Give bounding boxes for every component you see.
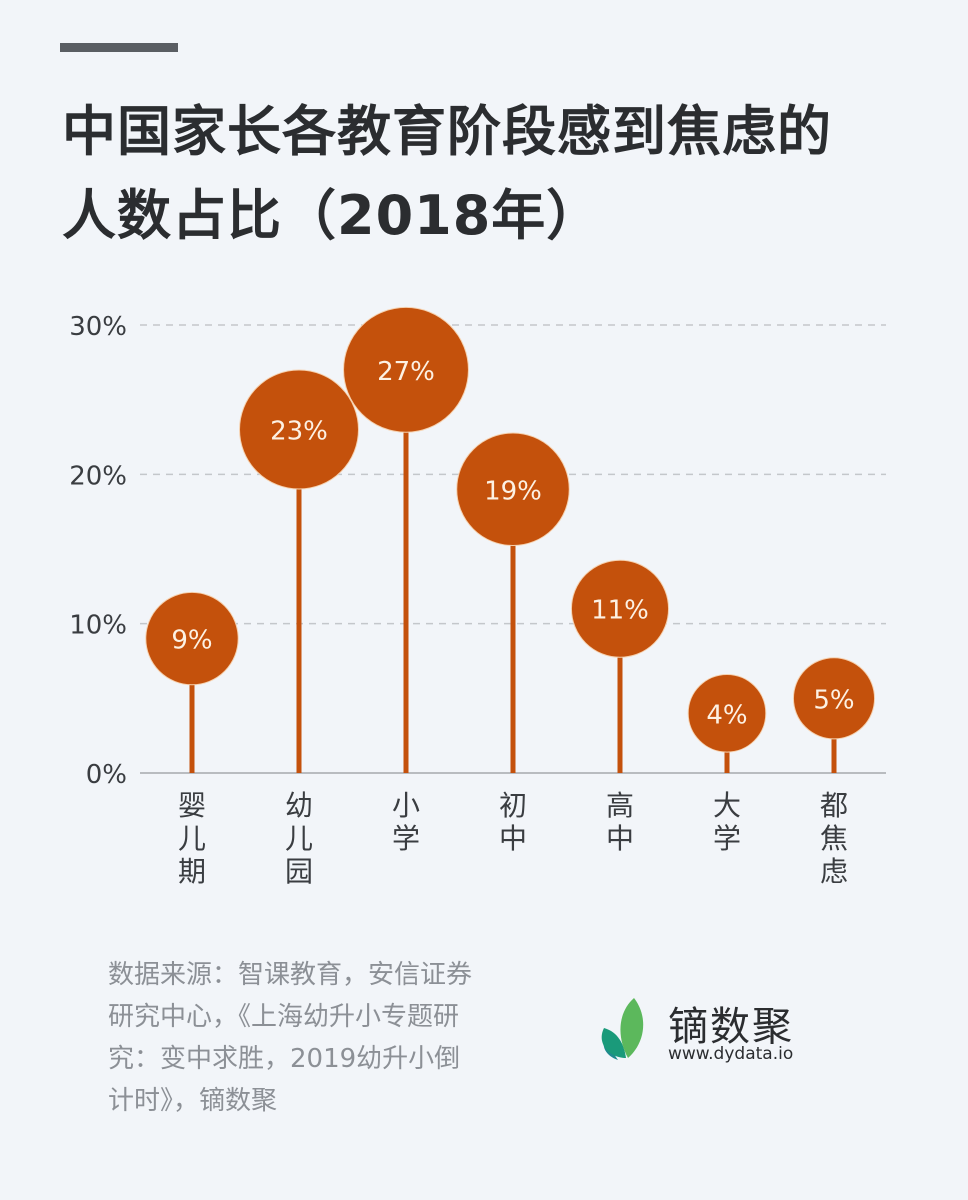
svg-text:婴: 婴 bbox=[178, 789, 206, 822]
logo-brand-name: 镝数聚 bbox=[668, 1004, 794, 1050]
lollipop-bubble bbox=[456, 432, 570, 547]
title-line-1: 中国家长各教育阶段感到焦虑的 bbox=[62, 100, 832, 163]
value-label: 5% bbox=[813, 685, 854, 715]
svg-text:幼: 幼 bbox=[285, 789, 313, 822]
title-line-2: 人数占比（2018年） bbox=[62, 184, 602, 247]
svg-text:园: 园 bbox=[285, 855, 313, 888]
svg-text:学: 学 bbox=[713, 822, 741, 855]
lollipops: 9% 23% 27% 19% 11% 4% 5% bbox=[145, 306, 876, 773]
lollipop-bubble bbox=[239, 369, 359, 490]
lollipop-1: 23% bbox=[239, 369, 359, 773]
lollipop-bubble bbox=[570, 559, 670, 658]
y-tick-label: 20% bbox=[69, 461, 127, 491]
svg-text:中: 中 bbox=[606, 822, 634, 855]
svg-text:大: 大 bbox=[713, 789, 741, 822]
lollipop-5: 4% bbox=[687, 673, 767, 773]
svg-text:学: 学 bbox=[392, 822, 420, 855]
svg-text:高: 高 bbox=[606, 789, 634, 822]
value-label: 11% bbox=[591, 596, 649, 626]
lollipop-2: 27% bbox=[343, 306, 469, 773]
value-label: 9% bbox=[171, 626, 212, 656]
source-line-3: 究：变中求胜，2019幼升小倒 bbox=[108, 1044, 461, 1074]
source-line-4: 计时》，镝数聚 bbox=[108, 1086, 278, 1116]
value-label: 4% bbox=[706, 700, 747, 730]
lollipop-3: 19% bbox=[456, 432, 570, 773]
lollipop-4: 11% bbox=[570, 559, 670, 773]
chart-title: 中国家长各教育阶段感到焦虑的 人数占比（2018年） bbox=[62, 90, 922, 258]
svg-text:期: 期 bbox=[178, 855, 206, 888]
svg-text:中: 中 bbox=[499, 822, 527, 855]
lollipop-bubble bbox=[687, 673, 767, 753]
svg-text:都: 都 bbox=[820, 789, 848, 822]
value-label: 19% bbox=[484, 476, 542, 506]
x-category-label: 婴儿期 bbox=[178, 789, 206, 888]
svg-text:焦: 焦 bbox=[820, 822, 848, 855]
svg-text:儿: 儿 bbox=[285, 822, 313, 855]
y-axis-ticks: 0% 10% 20% 30% bbox=[69, 312, 127, 790]
svg-text:初: 初 bbox=[499, 789, 527, 822]
svg-text:小: 小 bbox=[392, 789, 420, 822]
x-category-label: 初中 bbox=[499, 789, 527, 855]
y-tick-label: 30% bbox=[69, 312, 127, 342]
x-category-label: 高中 bbox=[606, 789, 634, 855]
x-category-label: 小学 bbox=[392, 789, 420, 855]
lollipop-6: 5% bbox=[792, 657, 876, 773]
y-tick-label: 10% bbox=[69, 611, 127, 641]
source-line-2: 研究中心，《上海幼升小专题研 bbox=[108, 1002, 460, 1032]
x-category-label: 都焦虑 bbox=[820, 789, 848, 888]
lollipop-bubble bbox=[343, 306, 469, 433]
logo-url: www.dydata.io bbox=[668, 1044, 794, 1064]
data-source-note: 数据来源：智课教育，安信证券 研究中心，《上海幼升小专题研 究：变中求胜，201… bbox=[108, 954, 558, 1122]
svg-text:儿: 儿 bbox=[178, 822, 206, 855]
lollipop-bubble bbox=[145, 591, 239, 686]
decorative-top-bar bbox=[60, 43, 178, 52]
lollipop-chart: 0%10%20%30% 9%23%27%19%11%4% 5% 婴儿期幼儿园小学初… bbox=[69, 306, 886, 888]
lollipop-bubble bbox=[792, 657, 876, 740]
value-label: 27% bbox=[377, 357, 435, 387]
brand-logo: 镝数聚 www.dydata.io bbox=[596, 996, 816, 1066]
source-line-1: 数据来源：智课教育，安信证券 bbox=[108, 960, 473, 990]
value-label: 23% bbox=[270, 417, 328, 447]
x-category-label: 幼儿园 bbox=[285, 789, 313, 888]
svg-text:虑: 虑 bbox=[820, 855, 848, 888]
leaf-logo-icon bbox=[601, 998, 644, 1060]
y-tick-label: 0% bbox=[86, 760, 127, 790]
x-category-label: 大学 bbox=[713, 789, 741, 855]
lollipop-0: 9% bbox=[145, 591, 239, 773]
